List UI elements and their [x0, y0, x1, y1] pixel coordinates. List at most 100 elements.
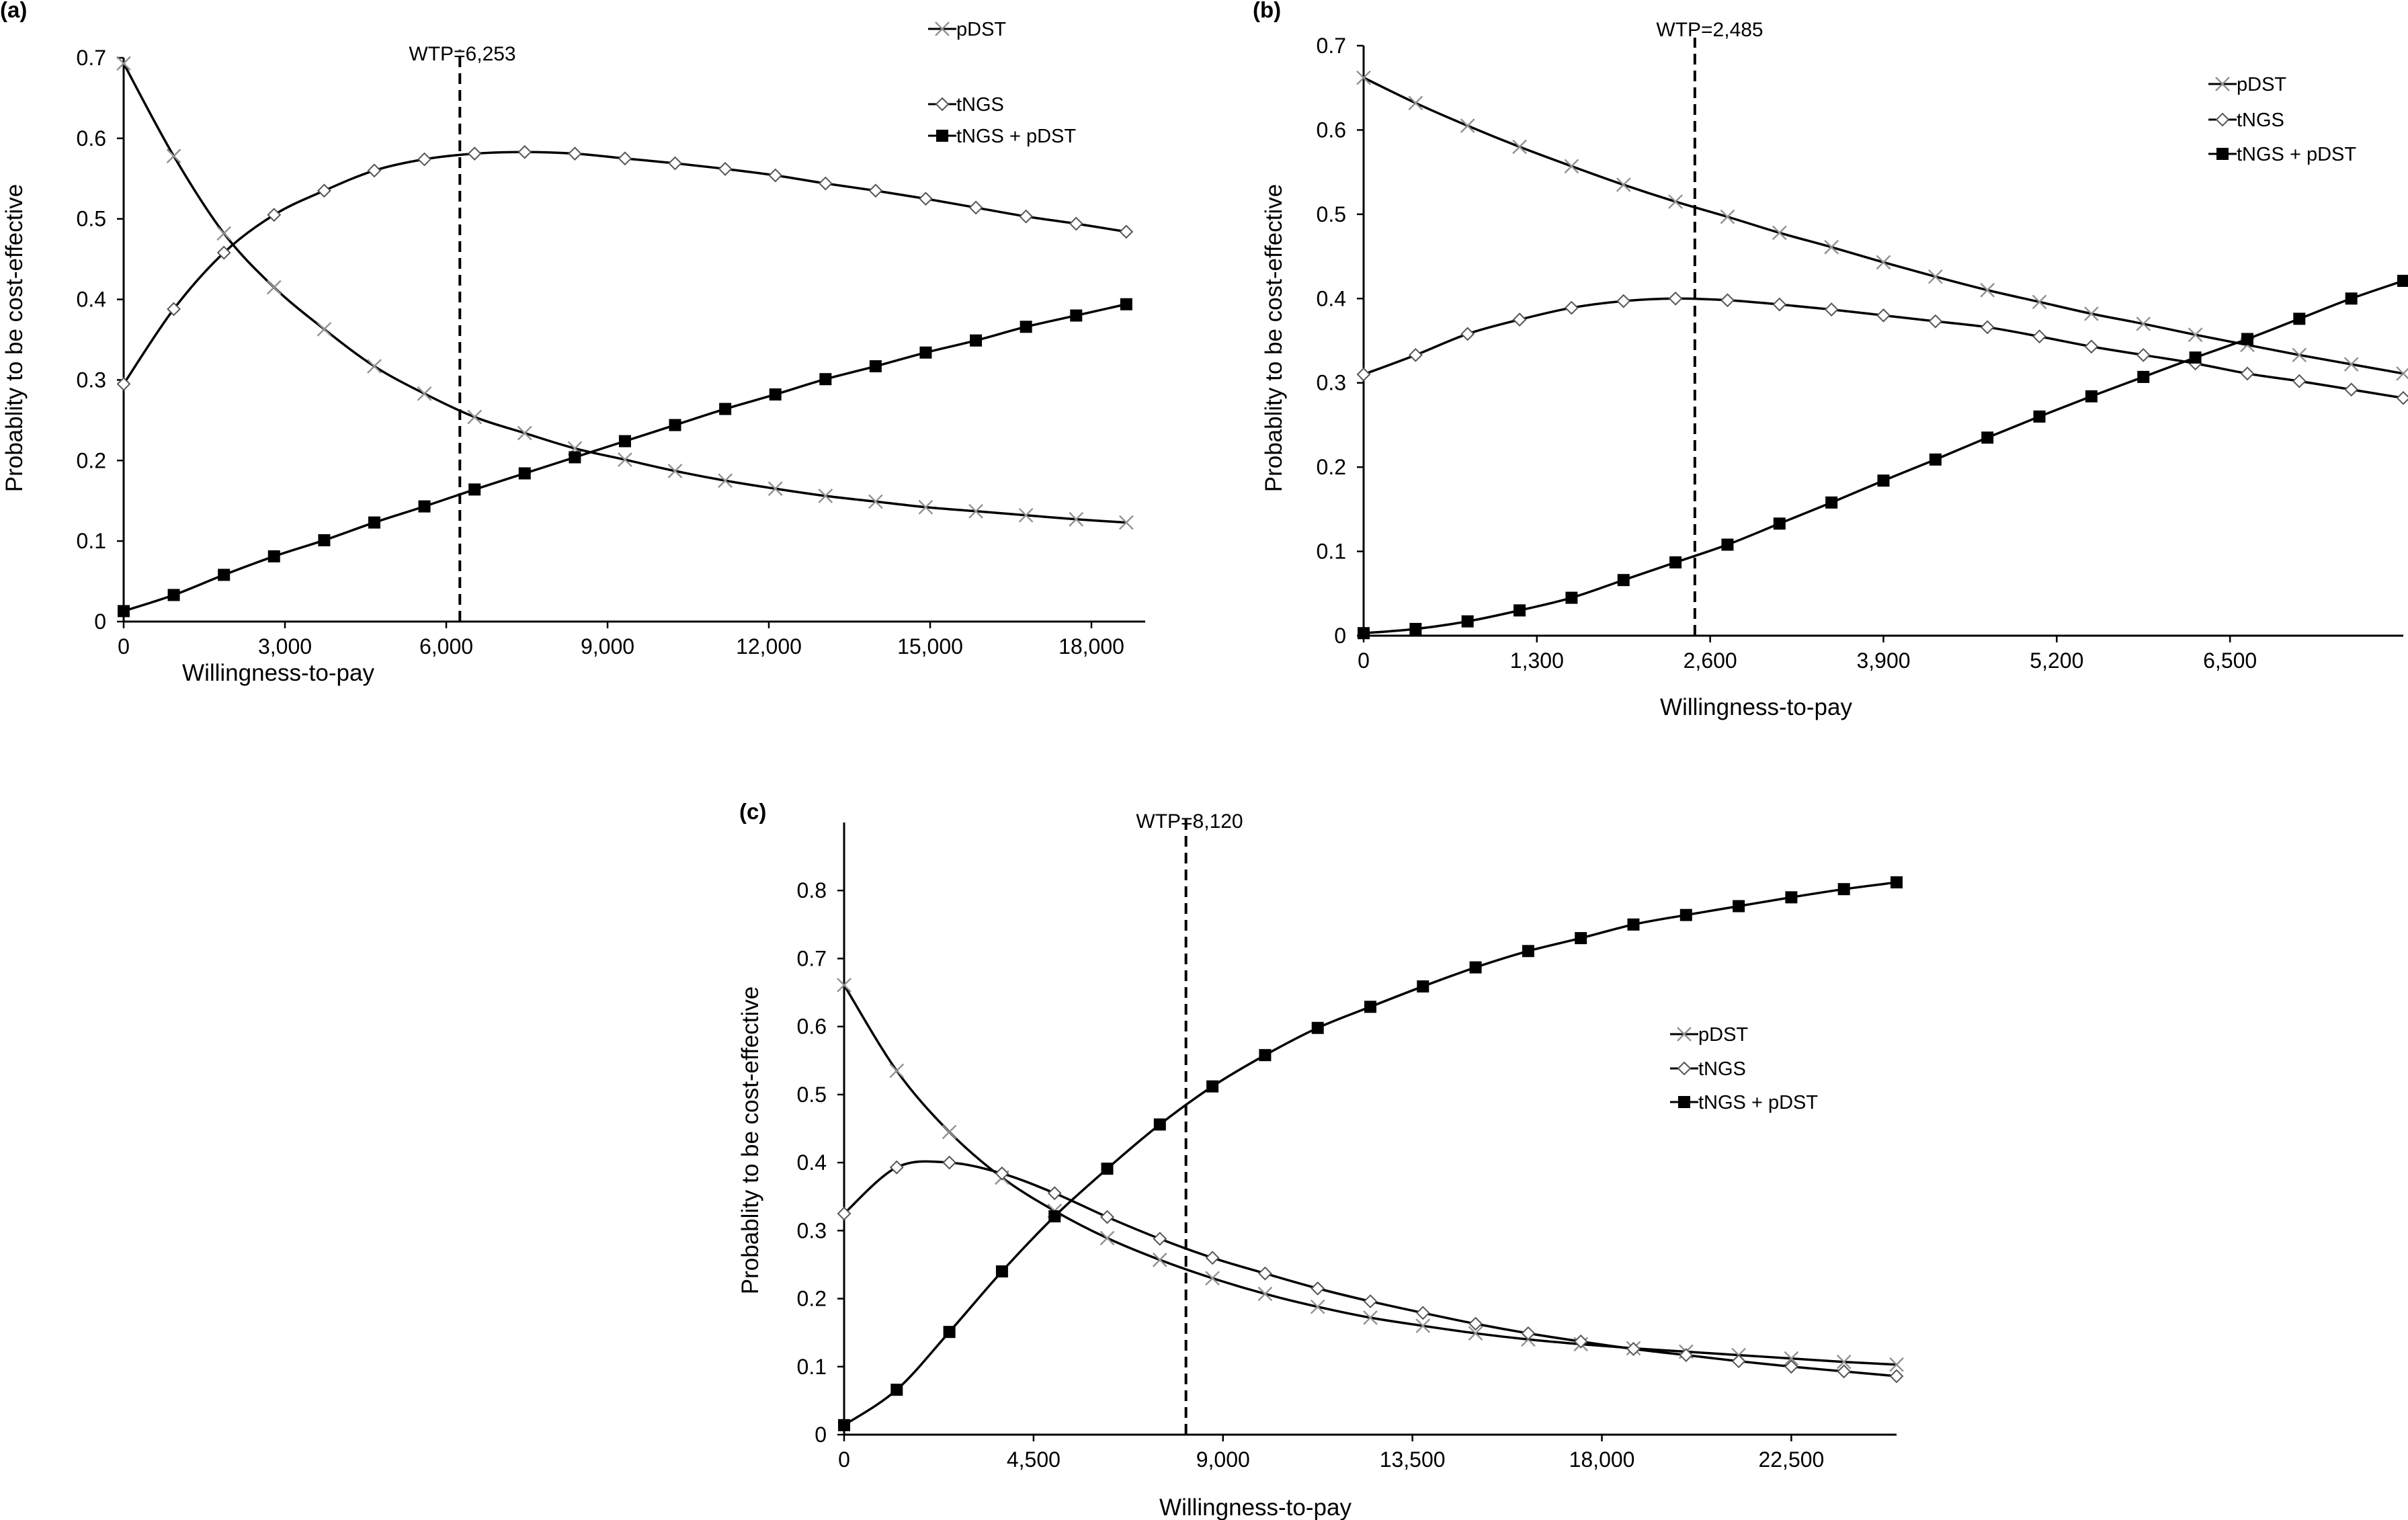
panel-a-point-tngs-pdst	[167, 589, 180, 601]
panel-a-point-pdst	[266, 280, 282, 295]
panel-b-y-tick-label: 0	[1334, 624, 1346, 648]
panel-a-point-tngs	[216, 245, 231, 260]
panel-c-x-tick-label: 13,500	[1380, 1447, 1446, 1472]
panel-c-point-tngs-pdst	[1733, 900, 1745, 913]
panel-b-legend-label-tngs-pdst: tNGS + pDST	[2237, 144, 2356, 165]
panel-b-point-pdst	[1460, 118, 1475, 134]
panel-b-point-tngs-pdst	[2137, 370, 2150, 383]
panel-a-point-tngs	[517, 144, 532, 159]
panel-c-x-tick-label: 22,500	[1758, 1447, 1824, 1472]
panel-b-point-tngs	[1408, 347, 1423, 362]
panel-b-y-tick-label: 0.3	[1317, 371, 1346, 395]
panel-b-x-tick-label: 0	[1358, 648, 1370, 673]
panel-c-line-tngs	[843, 1160, 1897, 1378]
panel-b-point-tngs-pdst	[1513, 604, 1526, 617]
panel-a-point-tngs	[919, 192, 933, 206]
panel-b-point-pdst	[1720, 209, 1735, 224]
panel-b-point-pdst	[1928, 269, 1943, 284]
panel-b-x-tick-label: 2,600	[1684, 648, 1737, 673]
panel-c-legend-label-pdst: pDST	[1698, 1024, 1748, 1046]
panel-a-point-tngs	[1019, 209, 1034, 224]
panel-b-point-tngs	[1564, 300, 1579, 315]
panel-b-point-tngs	[2032, 329, 2046, 344]
panel-c-point-tngs-pdst	[1259, 1049, 1272, 1062]
panel-a-x-axis-title: Willingness-to-pay	[182, 660, 374, 686]
panel-b-point-pdst	[1616, 177, 1631, 192]
panel-c-y-tick-label: 0	[815, 1423, 827, 1447]
panel-b-y-tick-label: 0.6	[1317, 118, 1346, 142]
panel-a-point-tngs	[718, 161, 733, 176]
panel-a-point-pdst	[968, 503, 983, 519]
panel-c-point-tngs	[1257, 1266, 1272, 1281]
panel-c-point-pdst	[942, 1124, 957, 1140]
panel-b-point-tngs	[1720, 293, 1735, 308]
panel-a-point-tngs-pdst	[618, 435, 631, 448]
panel-a-point-tngs-pdst	[267, 550, 280, 562]
panel-a-x-tick-label: 15,000	[897, 634, 963, 659]
panel-c-point-pdst	[1889, 1357, 1904, 1372]
panel-c-point-tngs-pdst	[995, 1265, 1008, 1278]
panel-b-point-tngs-pdst	[2293, 312, 2306, 325]
panel-c-point-pdst	[1152, 1253, 1167, 1267]
panel-b-point-tngs	[1668, 291, 1683, 306]
panel-a-point-tngs	[116, 377, 131, 391]
panel-a-point-tngs-pdst	[1120, 298, 1132, 310]
panel-b-point-pdst	[1668, 194, 1683, 209]
panel-a-point-tngs	[668, 156, 682, 171]
panel-c-point-tngs	[1468, 1316, 1483, 1331]
panel-a-point-tngs	[267, 208, 282, 222]
panel-b-point-tngs-pdst	[1773, 517, 1786, 530]
panel-a-y-tick-label: 0.5	[77, 207, 106, 231]
panel-a-x-tick-label: 9,000	[581, 634, 634, 659]
panel-b-y-tick-label: 0.2	[1317, 455, 1346, 479]
panel-b-point-tngs	[1824, 302, 1839, 317]
panel-c: (c) Willingness-to-pay Probablity to be …	[737, 799, 1904, 1520]
panel-b: (b) Willingness-to-pay Probablity to be …	[1253, 0, 2408, 720]
panel-c-legend-marker-tngs	[1677, 1061, 1692, 1076]
panel-c-point-tngs	[1679, 1348, 1694, 1362]
panel-a-point-pdst	[918, 499, 933, 515]
panel-a-point-tngs	[768, 168, 783, 183]
panel-c-point-tngs	[1626, 1342, 1641, 1356]
panel-b-point-tngs	[1876, 308, 1891, 323]
panel-c-legend-label-tngs-pdst: tNGS + pDST	[1698, 1092, 1818, 1113]
panel-c-point-tngs	[1573, 1334, 1588, 1349]
panel-a-point-tngs-pdst	[819, 373, 832, 386]
panel-c-point-tngs-pdst	[1837, 883, 1850, 896]
panel-b-x-axis-title: Willingness-to-pay	[1660, 694, 1852, 720]
panel-b-point-tngs-pdst	[1358, 627, 1370, 640]
panel-a-point-pdst	[517, 425, 532, 441]
panel-c-y-tick-label: 0.8	[797, 878, 827, 902]
panel-c-y-tick-label: 0.6	[797, 1015, 827, 1039]
panel-b-x-tick-label: 5,200	[2030, 648, 2083, 673]
panel-c-point-tngs	[1837, 1364, 1852, 1379]
panel-a-y-axis-title: Probablity to be cost-effective	[1, 184, 28, 493]
panel-c-point-tngs-pdst	[1575, 932, 1587, 945]
panel-c-point-tngs-pdst	[1364, 1001, 1376, 1013]
panel-c-point-tngs-pdst	[1101, 1163, 1114, 1175]
panel-a-point-tngs-pdst	[719, 403, 732, 415]
panel-c-point-tngs-pdst	[838, 1419, 850, 1431]
panel-b-point-tngs	[1512, 312, 1527, 327]
panel-c-wtp-label: WTP=8,120	[1136, 810, 1243, 833]
panel-a-point-tngs-pdst	[769, 388, 782, 401]
panel-c-x-tick-label: 18,000	[1569, 1447, 1635, 1472]
panel-c-x-tick-label: 9,000	[1196, 1447, 1250, 1472]
panel-c-point-pdst	[1310, 1299, 1325, 1314]
panel-a-point-pdst	[718, 473, 733, 489]
panel-a-y-tick-label: 0.4	[77, 288, 106, 312]
panel-a-point-tngs-pdst	[919, 346, 932, 359]
panel-b-point-tngs-pdst	[2397, 274, 2408, 287]
panel-b-y-axis-title: Probablity to be cost-effective	[1261, 184, 1287, 493]
panel-c-point-pdst	[837, 978, 852, 993]
panel-c-point-tngs-pdst	[1891, 876, 1903, 889]
panel-c-point-pdst	[1099, 1230, 1115, 1246]
panel-a-legend-marker-pdst	[935, 22, 950, 36]
panel-c-x-tick-label: 4,500	[1007, 1447, 1061, 1472]
panel-c-legend-marker-tngs-pdst	[1678, 1096, 1690, 1108]
panel-b-point-tngs	[2084, 339, 2099, 354]
panel-c-x-tick-label: 0	[838, 1447, 850, 1472]
panel-c-point-tngs	[1311, 1281, 1325, 1296]
panel-b-point-tngs-pdst	[1877, 474, 1890, 487]
panel-b-point-tngs	[1772, 297, 1787, 312]
